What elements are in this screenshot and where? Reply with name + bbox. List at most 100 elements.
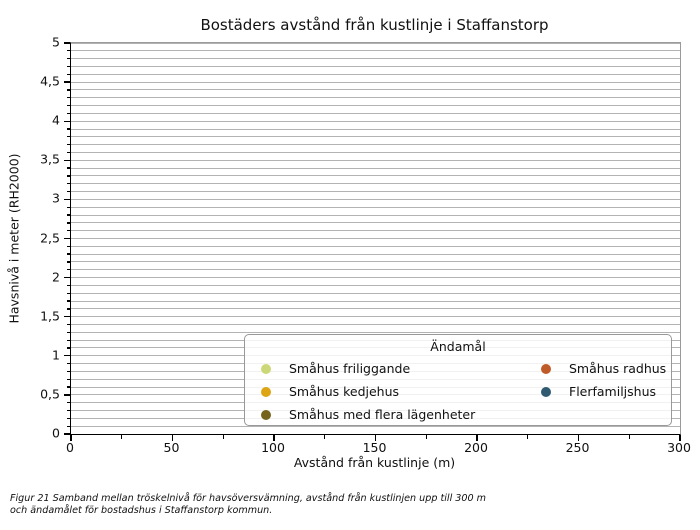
x-tick-label: 50 [163,440,180,455]
y-minor-tick [66,292,70,294]
legend-item: Småhus med flera lägenheter [253,403,533,426]
y-minor-tick [66,417,70,419]
y-minor-tick [66,65,70,68]
y-major-tick [64,237,70,240]
gridline [71,151,680,153]
legend-item: Småhus friliggande [253,357,533,380]
x-axis-label: Avstånd från kustlinje (m) [293,455,456,470]
y-minor-tick [66,269,70,271]
y-minor-tick [66,151,70,154]
legend-columns: Småhus friliggande Småhus kedjehus Småhus … [245,357,671,426]
gridline [71,128,680,130]
y-minor-tick [66,347,70,349]
y-major-tick [64,42,70,44]
y-tick-label: 5 [52,34,60,50]
gridline [71,331,680,333]
y-major-tick [64,316,70,318]
gridline [71,206,680,208]
x-major-tick [577,435,580,441]
y-minor-tick [66,183,70,185]
y-minor-tick [66,73,70,75]
y-major-tick [64,120,70,122]
y-tick-label: 1,5 [40,308,60,324]
gridline [71,230,680,232]
y-major-tick [64,433,70,435]
y-major-tick [64,355,70,357]
x-tick-label: 0 [66,440,74,455]
y-minor-tick [66,370,70,373]
y-minor-tick [66,362,70,365]
gridline [71,58,680,60]
x-major-tick [70,435,72,441]
y-minor-tick [66,214,70,216]
y-major-tick [64,81,70,83]
y-minor-tick [66,245,70,247]
gridline [71,97,680,99]
x-minor-tick [222,435,224,439]
x-major-tick [171,435,174,441]
y-tick-label: 4 [52,112,60,128]
y-minor-tick [66,402,70,404]
y-minor-tick [66,128,70,130]
y-major-tick [64,276,70,279]
y-major-tick [64,159,70,161]
gridline [71,292,680,294]
y-minor-tick [66,97,70,99]
legend-column: Småhus radhus Flerfamiljshus [533,357,666,426]
legend-item: Flerfamiljshus [533,380,666,403]
y-major-tick [64,394,70,396]
gridline [71,214,680,216]
gridline [71,324,680,326]
y-minor-tick [66,144,70,146]
legend-marker-icon [261,409,271,420]
x-minor-tick [628,435,630,439]
gridline [71,222,680,224]
legend-label: Småhus radhus [569,361,667,376]
y-tick-label: 1 [52,347,60,363]
y-minor-tick [66,253,70,255]
y-minor-tick [66,331,70,333]
y-minor-tick [66,104,70,107]
x-tick-label: 100 [261,440,285,455]
y-minor-tick [66,230,70,232]
gridline [71,167,680,169]
x-minor-tick [425,435,427,439]
gridline [71,316,680,318]
gridline [71,277,680,279]
gridline [71,42,680,44]
gridline [71,112,680,114]
gridline [71,300,680,302]
legend-marker-icon [541,386,551,397]
y-minor-tick [66,206,70,208]
x-major-tick [374,435,377,441]
y-minor-tick [66,222,70,224]
gridline [71,89,680,91]
x-tick-label: 300 [667,440,691,455]
y-minor-tick [66,112,70,115]
y-tick-label: 4,5 [40,73,60,89]
y-minor-tick [66,167,70,169]
gridline [71,105,680,107]
y-minor-tick [66,323,70,326]
legend-marker-icon [261,386,271,397]
y-minor-tick [66,261,70,263]
legend-label: Småhus kedjehus [289,384,400,399]
x-minor-tick [324,435,326,439]
gridline [71,65,680,67]
y-minor-tick [66,339,70,341]
y-minor-tick [66,386,70,388]
y-tick-label: 0 [52,425,60,441]
y-minor-tick [66,425,70,427]
y-minor-tick [66,136,70,138]
legend: Ändamål Småhus friliggande Småhus kedjehu… [244,334,672,426]
legend-item: Småhus kedjehus [253,380,533,403]
gridline [71,50,680,52]
x-minor-tick [527,435,529,439]
y-minor-tick [66,175,70,177]
gridline [71,136,680,138]
legend-item: Småhus radhus [533,357,666,380]
y-minor-tick [66,190,70,193]
x-tick-label: 150 [362,440,387,455]
x-major-tick [679,435,681,441]
gridline [71,183,680,185]
